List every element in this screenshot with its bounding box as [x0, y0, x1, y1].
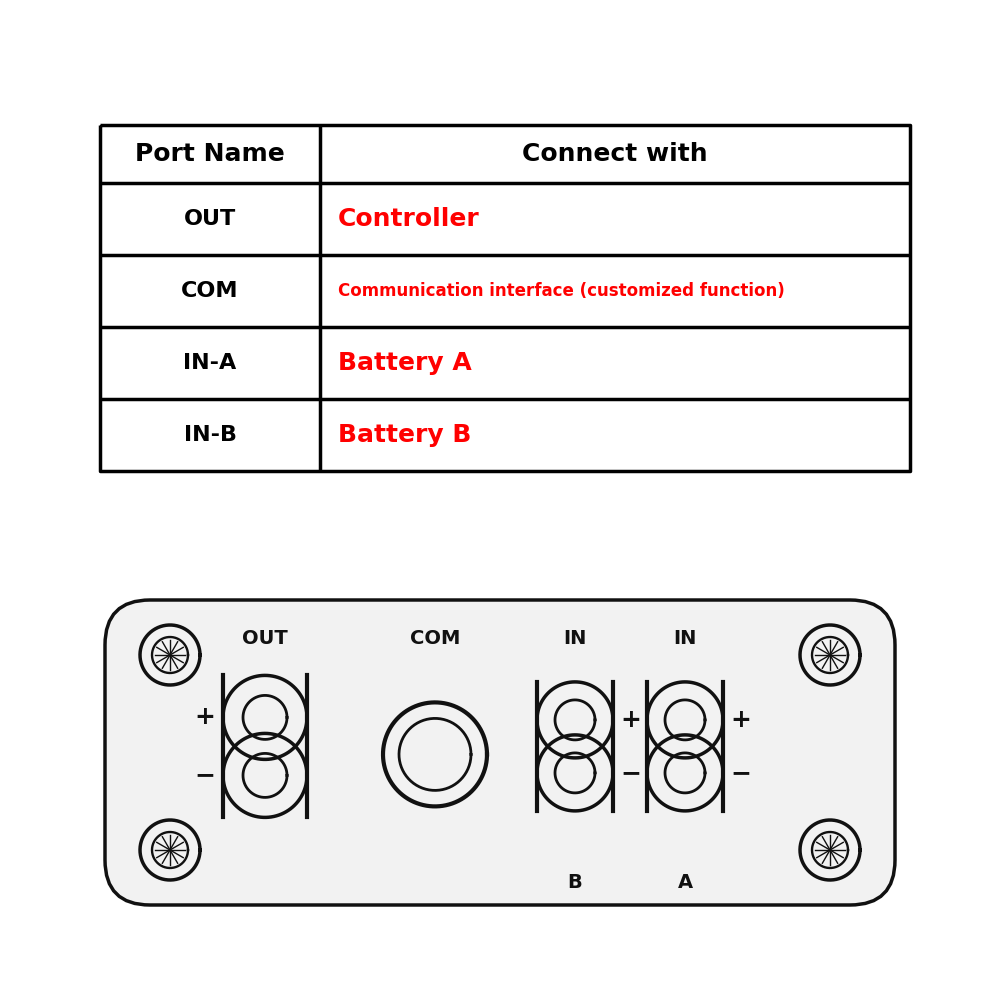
- Text: Connect with: Connect with: [522, 142, 708, 166]
- Text: −: −: [731, 761, 752, 785]
- Text: OUT: OUT: [184, 209, 236, 229]
- Text: COM: COM: [410, 628, 460, 648]
- Text: Port Name: Port Name: [135, 142, 285, 166]
- Text: OUT: OUT: [242, 628, 288, 648]
- Text: IN: IN: [563, 628, 587, 648]
- Text: +: +: [731, 708, 751, 732]
- Text: COM: COM: [181, 281, 239, 301]
- Text: Battery B: Battery B: [338, 423, 471, 447]
- Text: +: +: [195, 705, 215, 729]
- Text: A: A: [677, 874, 693, 892]
- Text: −: −: [620, 761, 642, 785]
- Text: IN: IN: [673, 628, 697, 648]
- Text: Controller: Controller: [338, 207, 480, 231]
- Text: IN-A: IN-A: [183, 353, 237, 373]
- Text: B: B: [568, 874, 582, 892]
- Text: +: +: [621, 708, 641, 732]
- FancyBboxPatch shape: [105, 600, 895, 905]
- Text: −: −: [195, 763, 216, 787]
- Text: Battery A: Battery A: [338, 351, 472, 375]
- Text: IN-B: IN-B: [184, 425, 237, 445]
- Text: Communication interface (customized function): Communication interface (customized func…: [338, 282, 785, 300]
